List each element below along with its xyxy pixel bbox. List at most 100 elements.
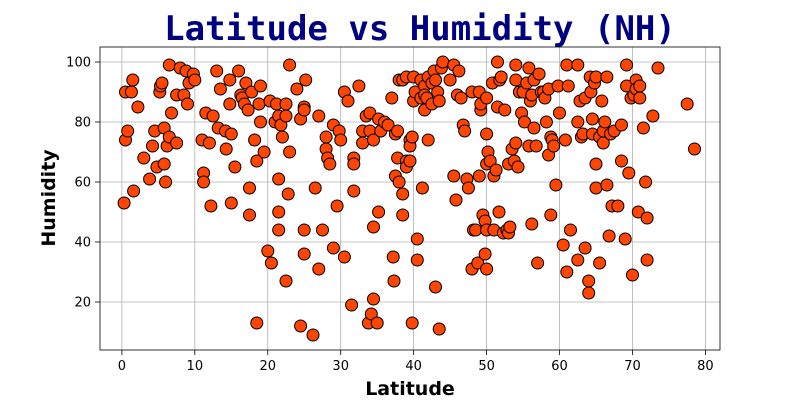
data-point — [589, 157, 603, 171]
data-point — [633, 91, 647, 105]
data-point — [202, 136, 216, 150]
data-point — [571, 253, 585, 267]
data-point — [381, 118, 395, 132]
data-point — [228, 160, 242, 174]
data-point — [452, 64, 466, 78]
data-point — [370, 316, 384, 330]
data-point — [279, 97, 293, 111]
data-point — [334, 133, 348, 147]
data-point — [297, 103, 311, 117]
data-point — [611, 199, 625, 213]
data-point — [429, 280, 442, 294]
data-point — [143, 172, 157, 186]
data-point — [290, 82, 304, 96]
data-point — [547, 139, 561, 153]
data-point — [646, 109, 660, 123]
data-point — [252, 97, 266, 111]
data-points — [117, 55, 701, 342]
data-point — [680, 97, 694, 111]
data-point — [489, 163, 503, 177]
data-point — [294, 319, 308, 333]
data-point — [509, 73, 523, 87]
data-point — [341, 94, 355, 108]
data-point — [472, 169, 486, 183]
data-point — [223, 97, 237, 111]
data-point — [396, 187, 410, 201]
data-point — [299, 73, 313, 87]
data-point — [651, 61, 665, 75]
data-point — [243, 208, 256, 222]
data-point — [492, 205, 506, 219]
data-point — [391, 124, 405, 138]
data-point — [312, 262, 326, 276]
data-point — [131, 100, 145, 114]
data-point — [297, 223, 311, 237]
data-point — [162, 58, 176, 72]
data-point — [155, 76, 169, 90]
data-point — [598, 115, 612, 129]
data-point — [640, 211, 654, 225]
data-point — [245, 85, 259, 99]
data-point — [272, 172, 286, 186]
data-point — [509, 136, 523, 150]
data-point — [352, 79, 366, 93]
data-point — [491, 55, 504, 69]
data-point — [385, 91, 399, 105]
data-point — [600, 70, 614, 84]
x-tick-label: 0 — [118, 359, 126, 374]
data-point — [436, 55, 450, 69]
data-point — [261, 244, 275, 258]
data-point — [688, 142, 701, 156]
data-point — [471, 256, 485, 270]
data-point — [571, 58, 585, 72]
data-point — [347, 157, 361, 171]
data-point — [478, 247, 492, 261]
data-point — [356, 136, 370, 150]
data-point — [532, 67, 546, 81]
data-point — [272, 205, 286, 219]
data-point — [558, 133, 572, 147]
data-point — [219, 142, 233, 156]
data-point — [461, 181, 475, 195]
data-point — [432, 322, 446, 336]
data-point — [316, 223, 329, 237]
x-tick-label: 70 — [624, 359, 641, 374]
data-point — [449, 193, 463, 207]
data-point — [480, 262, 494, 276]
data-point — [560, 265, 574, 279]
data-point — [232, 64, 246, 78]
data-point — [279, 274, 293, 288]
data-point — [403, 154, 417, 168]
data-point — [250, 316, 264, 330]
data-point — [544, 208, 558, 222]
data-point — [615, 154, 628, 168]
y-tick-label: 60 — [74, 176, 91, 191]
data-point — [241, 103, 255, 117]
data-point — [480, 127, 494, 141]
data-point — [585, 112, 599, 126]
data-point — [432, 94, 446, 108]
data-point — [392, 175, 406, 189]
data-point — [124, 85, 138, 99]
data-point — [549, 178, 563, 192]
data-point — [595, 94, 609, 108]
data-point — [480, 91, 494, 105]
data-point — [337, 250, 351, 264]
data-point — [631, 205, 645, 219]
data-point — [564, 223, 577, 237]
y-tick-label: 80 — [74, 116, 91, 131]
data-point — [188, 73, 202, 87]
data-point — [127, 184, 141, 198]
data-point — [636, 121, 650, 135]
data-point — [275, 130, 289, 144]
y-tick-label: 40 — [74, 236, 91, 251]
data-point — [410, 253, 424, 267]
data-point — [312, 109, 326, 123]
data-point — [525, 217, 539, 231]
data-point — [522, 61, 536, 75]
x-axis-label: Latitude — [365, 378, 455, 400]
y-tick-label: 20 — [74, 296, 91, 311]
data-point — [556, 238, 570, 252]
data-point — [223, 73, 237, 87]
